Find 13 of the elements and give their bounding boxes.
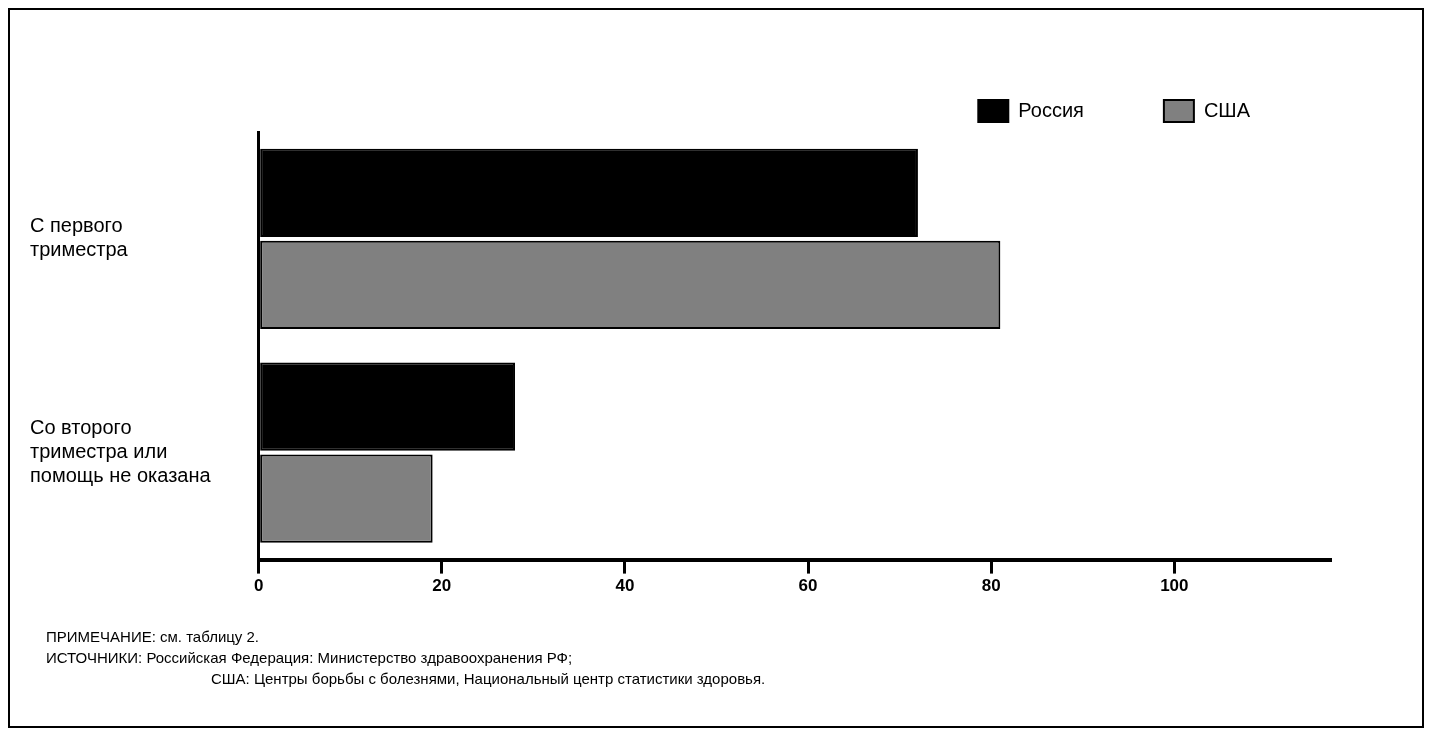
x-tick-label: 100	[1160, 576, 1189, 596]
x-tick-label: 40	[615, 576, 635, 596]
legend-label: США	[1203, 98, 1251, 121]
text: ИСТОЧНИКИ: Российская Федерация: Министерство здравоохранения РФ;	[46, 648, 574, 668]
x-tick-label: 80	[981, 576, 1001, 596]
x-tick-label: 20	[432, 576, 452, 596]
text: США: Центры борьбы с болезнями, Национальный центр статистики здоровья.	[210, 669, 766, 689]
x-tick-label: 60	[798, 576, 818, 596]
x-tick-label: 0	[253, 576, 264, 596]
y-tick-label: С первого триместра	[30, 214, 129, 261]
y-tick-label: Со второго триместра или помощь не оказана	[30, 416, 212, 487]
legend-label: Россия	[1018, 98, 1084, 121]
text: ПРИМЕЧАНИЕ: см. таблицу 2.	[46, 627, 261, 647]
